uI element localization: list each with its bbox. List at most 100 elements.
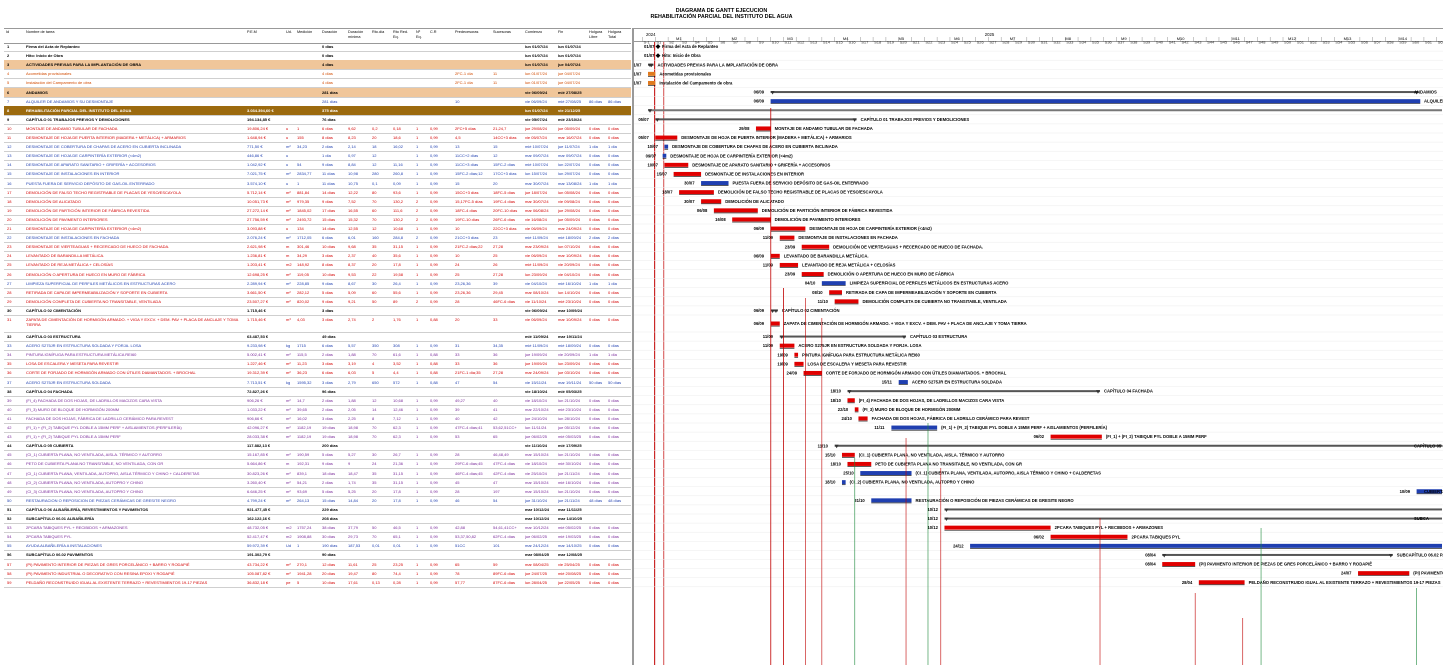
col-header-holgura-total[interactable]: Holgura Total bbox=[608, 30, 622, 39]
summary-bar[interactable] bbox=[1162, 553, 1393, 556]
table-row[interactable]: 8 REHABILITACIÓN PARCIAL DEL INSTITUTO DE… bbox=[4, 105, 631, 116]
task-bar[interactable] bbox=[673, 171, 702, 176]
col-header-duracion[interactable]: Duración bbox=[322, 30, 338, 34]
table-row[interactable]: 11 DESMONTAJE DE HOJA DE PUERTA INTERIOR … bbox=[4, 133, 631, 144]
milestone-marker[interactable] bbox=[655, 53, 661, 59]
task-bar[interactable] bbox=[841, 452, 855, 457]
task-bar[interactable] bbox=[801, 244, 830, 249]
task-bar[interactable] bbox=[679, 190, 714, 195]
task-bar[interactable] bbox=[713, 208, 758, 213]
table-row[interactable]: 20 DEMOLICIÓN DE PAVIMENTO INTERIORES 27.7… bbox=[4, 215, 631, 225]
col-header-nombre[interactable]: Nombre de tarea bbox=[26, 30, 55, 34]
table-row[interactable]: 31 ZAPATA DE CIMENTACIÓN DE HORMIGÓN ARMA… bbox=[4, 315, 631, 333]
task-bar[interactable] bbox=[794, 352, 799, 357]
table-row[interactable]: 43 (FI_1) + (FI_2) TABIQUE PYL DOBLE A 15… bbox=[4, 432, 631, 443]
col-header-comienzo[interactable]: Comienzo bbox=[525, 30, 543, 34]
table-row[interactable]: 22 DESMONTAJE DE INSTALACIONES EN FACHADA… bbox=[4, 233, 631, 244]
task-bar[interactable] bbox=[821, 281, 846, 286]
task-bar[interactable] bbox=[970, 543, 1442, 548]
summary-bar[interactable] bbox=[655, 118, 857, 121]
col-header-duracion-minima[interactable]: Duración mínima bbox=[348, 30, 364, 39]
task-bar[interactable] bbox=[871, 498, 912, 503]
table-row[interactable]: 50 RESTAURACION O REPOSICION DE PIEZAS CE… bbox=[4, 496, 631, 506]
table-row[interactable]: 27 LIMPIEZA SUPERFICIAL DE PERFILES METÁL… bbox=[4, 279, 631, 289]
table-row[interactable]: 41 FACHADA DE DOS HOJAS, FÁBRICA DE LADRI… bbox=[4, 414, 631, 424]
task-bar[interactable] bbox=[662, 153, 667, 158]
splitter[interactable] bbox=[632, 28, 634, 665]
task-bar[interactable] bbox=[701, 181, 729, 186]
table-row[interactable]: 21 DESMONTAJE DE HOJA DE CARPINTERÍA EXTE… bbox=[4, 224, 631, 235]
col-header-predecesoras[interactable]: Predecesoras bbox=[455, 30, 479, 34]
summary-bar[interactable] bbox=[834, 444, 1442, 447]
task-bar[interactable] bbox=[860, 471, 912, 476]
table-row[interactable]: 56 SUBCAPÍTULO 06.02 PAVIMENTOS 191.302,79… bbox=[4, 550, 631, 561]
task-bar[interactable] bbox=[829, 290, 842, 295]
table-row[interactable]: 6 ANDAMIOS 281 días vie 06/09/24 mié 27/08/2… bbox=[4, 87, 631, 98]
table-row[interactable]: 16 PUESTA FUERA DE SERVICIO DEPÓSITO DE G… bbox=[4, 179, 631, 189]
task-bar[interactable] bbox=[1198, 580, 1245, 585]
task-bar[interactable] bbox=[779, 343, 795, 348]
table-row[interactable]: 1 Firma del Acta de Replanteo 0 días lun 01… bbox=[4, 42, 631, 53]
table-row[interactable]: 4 Acometidas provisionales 4 días 2FC-1 día… bbox=[4, 69, 631, 80]
task-bar[interactable] bbox=[858, 416, 868, 421]
col-header-nf[interactable]: Nº Eq. bbox=[416, 30, 422, 39]
table-row[interactable]: 28 RETIRADA DE CAPA DE IMPERMEABILIZACIÓN… bbox=[4, 288, 631, 298]
table-row[interactable]: 55 AYUDA ALBAÑILERÍA A INSTALACIONES 59.97… bbox=[4, 541, 631, 552]
summary-bar[interactable] bbox=[944, 508, 1442, 511]
col-header-fin[interactable]: Fin bbox=[558, 30, 564, 34]
task-bar[interactable] bbox=[1162, 562, 1196, 567]
task-bar[interactable] bbox=[648, 71, 656, 76]
table-row[interactable]: 19 DEMOLICIÓN DE PARTICIÓN INTERIOR DE FÁ… bbox=[4, 206, 631, 216]
milestone-marker[interactable] bbox=[655, 44, 661, 49]
table-row[interactable]: 17 DEMOLICIÓN DE FALSO TECHO REGISTRABLE … bbox=[4, 188, 631, 198]
summary-bar[interactable] bbox=[770, 309, 778, 312]
table-row[interactable]: 3 ACTIVIDADES PREVIAS PARA LA IMPLANTACIÓ… bbox=[4, 60, 631, 71]
table-row[interactable]: 45 (CI_1) CUBIERTA PLANA, NO VENTILADA, A… bbox=[4, 450, 631, 461]
task-bar[interactable] bbox=[847, 461, 872, 466]
table-row[interactable]: 36 CORTE DE FORJADO DE HORMIGÓN ARMADO CO… bbox=[4, 368, 631, 379]
table-row[interactable]: 48 (CI_2) CUBIERTA PLANA, NO VENTILADA, A… bbox=[4, 478, 631, 488]
summary-bar[interactable] bbox=[648, 109, 1442, 112]
summary-bar[interactable] bbox=[944, 517, 1442, 520]
table-row[interactable]: 10 MONTAJE DE ANDAMIO TUBULAR DE FACHADA 1… bbox=[4, 124, 631, 134]
table-row[interactable]: 15 DESMONTAJE DE INSTALACIONES EN INTERIO… bbox=[4, 169, 631, 180]
table-row[interactable]: 26 DEMOLICIÓN O APERTURA DE HUECO EN MURO… bbox=[4, 270, 631, 280]
table-row[interactable]: 14 DESMONTAJE DE APARATO SANITARIO + GRIF… bbox=[4, 160, 631, 171]
task-bar[interactable] bbox=[648, 80, 656, 85]
task-bar[interactable] bbox=[664, 144, 669, 149]
table-row[interactable]: 38 CAPÍTULO 04 FACHADA 72.827,26 € 96 días v… bbox=[4, 387, 631, 397]
col-header-rto-red[interactable]: Rto Red. Eq. bbox=[393, 30, 408, 39]
table-row[interactable]: 29 DEMOLICIÓN COMPLETA DE CUBIERTA NO TRA… bbox=[4, 297, 631, 307]
task-bar[interactable] bbox=[1358, 571, 1410, 576]
table-row[interactable]: 59 PELDAÑO RECONSTRUIDO IGUAL AL EXISTENT… bbox=[4, 578, 631, 588]
task-bar[interactable] bbox=[755, 126, 771, 131]
table-row[interactable]: 44 CAPÍTULO 05 CUBIERTA 117.882,13 € 200 dí… bbox=[4, 441, 631, 452]
task-bar[interactable] bbox=[801, 272, 824, 277]
table-row[interactable]: 18 DEMOLICIÓN DE ALICATADO 10.051,73 € m² 97… bbox=[4, 197, 631, 207]
table-row[interactable]: 53 2PCARA TABIQUES PYL + RECIBIDOS + ARMA… bbox=[4, 523, 631, 534]
task-bar[interactable] bbox=[1416, 489, 1442, 494]
table-row[interactable]: 40 (FI_3) MURO DE BLOQUE DE HORMIGÓN 200M… bbox=[4, 405, 631, 415]
task-bar[interactable] bbox=[841, 480, 846, 485]
table-row[interactable]: 49 (CI_3) CUBIERTA PLANA, NO VENTILADA, A… bbox=[4, 487, 631, 497]
task-bar[interactable] bbox=[847, 398, 855, 403]
task-bar[interactable] bbox=[898, 380, 908, 385]
task-bar[interactable] bbox=[732, 217, 771, 222]
task-bar[interactable] bbox=[794, 361, 804, 366]
task-bar[interactable] bbox=[891, 425, 938, 430]
table-row[interactable]: 58 (PI) PAVIMENTO INDUSTRIAL O DECORATIVO… bbox=[4, 569, 631, 579]
table-row[interactable]: 46 PETO DE CUBIERTA PLANA NO TRANSITABLE,… bbox=[4, 459, 631, 470]
col-header-id[interactable]: Id bbox=[6, 30, 10, 34]
table-row[interactable]: 32 CAPÍTULO 03 ESTRUCTURA 63.487,53 € 49 dí… bbox=[4, 332, 631, 343]
table-row[interactable]: 51 CAPÍTULO 06 ALBAÑILERÍA, REVESTIMIENTO… bbox=[4, 505, 631, 515]
table-row[interactable]: 24 LEVANTADO DE BARANDILLA METÁLICA. 1.236… bbox=[4, 251, 631, 262]
table-row[interactable]: 35 LOSA DE ESCALERA Y MESETA PARA REVESTI… bbox=[4, 359, 631, 370]
task-bar[interactable] bbox=[701, 199, 722, 204]
table-row[interactable]: 25 LEVANTADO DE REJA METÁLICA + CELOSÍAS 1… bbox=[4, 260, 631, 271]
task-bar[interactable] bbox=[779, 262, 799, 267]
col-header-cr[interactable]: C.R bbox=[430, 30, 437, 34]
task-bar[interactable] bbox=[1050, 534, 1128, 539]
table-row[interactable]: 30 CAPÍTULO 02 CIMENTACIÓN 1.715,46 € 3 día… bbox=[4, 306, 631, 316]
task-bar[interactable] bbox=[655, 135, 678, 140]
table-row[interactable]: 37 ACERO S275JR EN ESTRUCTURA SOLDADA 7.71… bbox=[4, 378, 631, 388]
